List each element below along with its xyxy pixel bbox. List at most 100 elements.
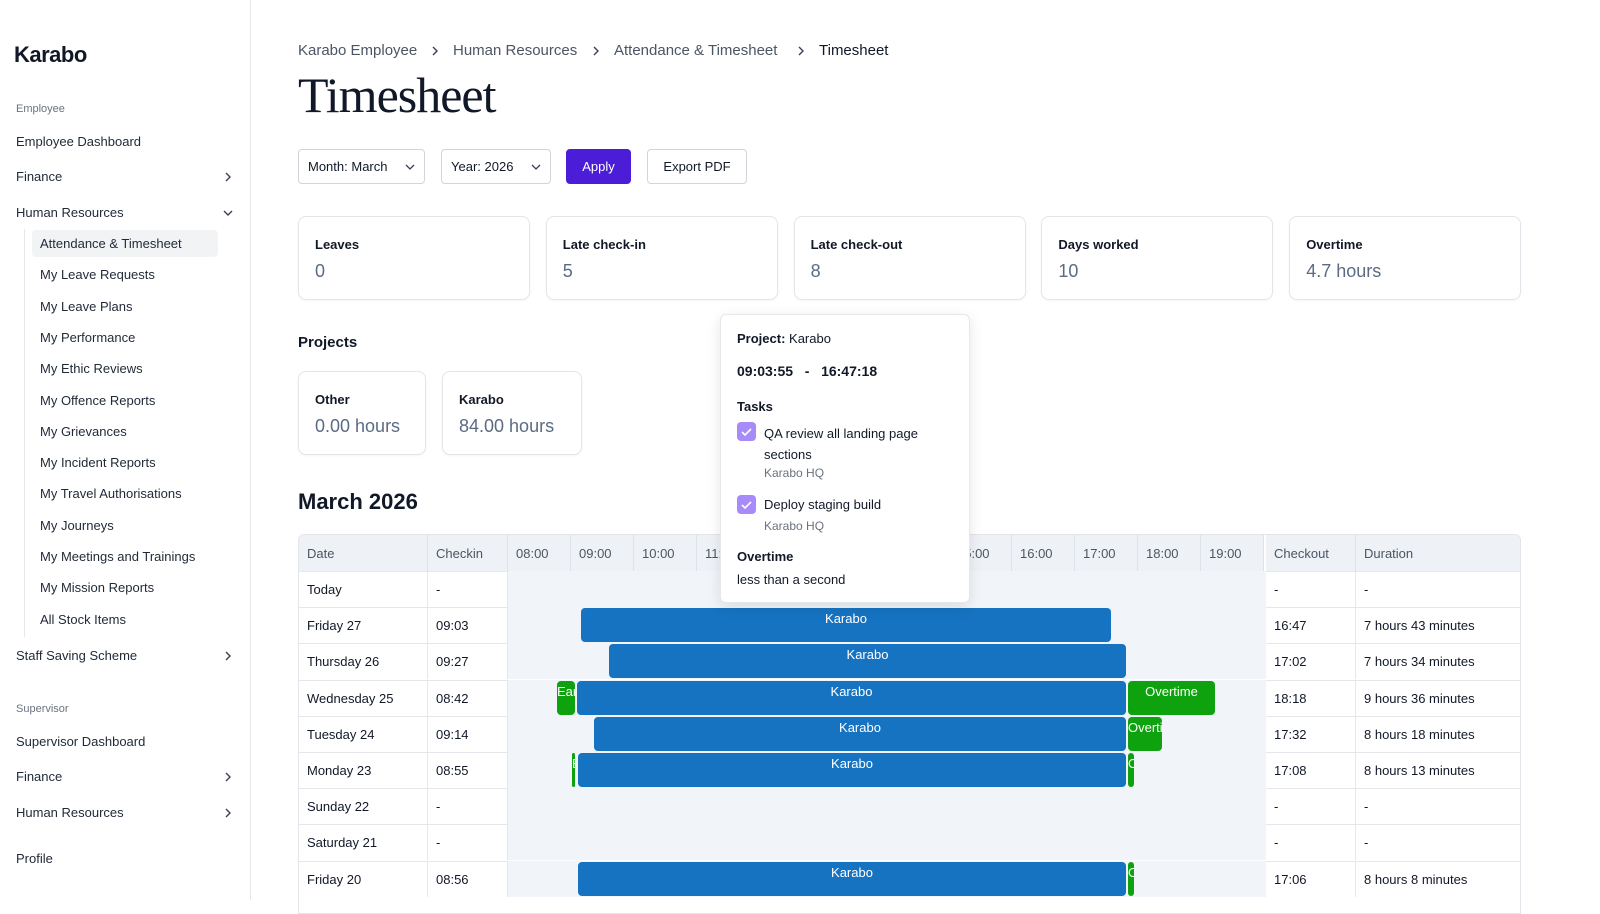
stat-card: Overtime 4.7 hours (1289, 216, 1522, 300)
chevron (405, 164, 415, 170)
nav-subitem[interactable]: My Mission Reports (40, 580, 155, 596)
hour-header: 16:00 (1012, 535, 1075, 571)
timeline-cell (508, 824, 1266, 861)
nav-item[interactable]: Human Resources (16, 205, 124, 220)
timeline-bar[interactable]: Karabo (609, 644, 1126, 679)
stat-label: Leaves (315, 237, 360, 252)
project-card: Karabo 84.00 hours (442, 371, 582, 455)
nav-subitem[interactable]: My Offence Reports (40, 392, 156, 408)
nav-item[interactable]: Supervisor Dashboard (16, 734, 146, 749)
nav-subitem[interactable]: My Leave Plans (40, 298, 133, 314)
projects-heading: Projects (298, 334, 358, 351)
duration-cell: 9 hours 36 minutes (1364, 690, 1475, 706)
checkout-cell: 17:32 (1266, 715, 1356, 752)
nav-subitem[interactable]: All Stock Items (40, 611, 126, 627)
timeline-bar[interactable]: Karabo (594, 716, 1126, 751)
task-name: Deploy staging build (764, 497, 882, 512)
stat-label: Overtime (1306, 237, 1363, 252)
chevron (432, 46, 438, 56)
timeline-bar[interactable]: Karabo (578, 753, 1126, 787)
hour-header: 09:00 (571, 535, 634, 571)
hour-header: 18:00 (1138, 535, 1201, 571)
tooltip: Project: Karabo 09:03:55 - 16:47:18 Task… (720, 314, 970, 603)
duration-cell: 7 hours 34 minutes (1364, 654, 1475, 670)
timeline-bar[interactable]: Overtime (1128, 861, 1134, 896)
nav-subitem[interactable]: My Incident Reports (40, 455, 156, 471)
nav-item[interactable]: Finance (16, 769, 63, 784)
date-cell: Thursday 26 (299, 643, 428, 680)
breadcrumb-item[interactable]: Karabo Employee (298, 42, 418, 59)
checkin-cell: 08:55 (428, 752, 508, 788)
nav-item[interactable]: Staff Saving Scheme (16, 648, 138, 663)
duration-cell: 8 hours 8 minutes (1364, 871, 1468, 887)
chevron (225, 172, 231, 182)
stat-label: Days worked (1058, 237, 1139, 252)
brand[interactable]: Karabo (14, 42, 87, 67)
timeline-bar[interactable]: Overtime (1128, 716, 1162, 751)
checkbox[interactable] (737, 422, 756, 441)
timeline-bar[interactable]: Karabo (581, 608, 1111, 643)
timeline-bar[interactable]: Overtime (1128, 680, 1215, 715)
column-header: Duration (1356, 535, 1520, 571)
project-name: Karabo (459, 392, 504, 407)
nav-subitem[interactable]: Attendance & Timesheet (32, 230, 218, 257)
year-label: Year: (451, 159, 481, 174)
year-value: 2026 (484, 159, 514, 174)
stat-card: Late check-in 5 (545, 216, 778, 300)
nav-item[interactable]: Human Resources (16, 805, 124, 820)
duration-cell: - (1364, 582, 1369, 597)
checkin-cell: 08:56 (428, 860, 508, 897)
month-select[interactable]: Month: March (298, 149, 425, 184)
checkin-cell: - (428, 788, 508, 825)
timeline-bar[interactable]: Overtime (1128, 753, 1134, 787)
export-button[interactable]: Export PDF (647, 149, 747, 184)
project-label: Project: (737, 331, 786, 346)
breadcrumb-item[interactable]: Attendance & Timesheet (614, 42, 778, 59)
chevron (225, 651, 231, 661)
project-hours: 0.00 hours (315, 416, 401, 436)
nav-subitem[interactable]: My Grievances (40, 423, 127, 439)
nav-item[interactable]: Employee Dashboard (16, 134, 142, 149)
date-cell: Sunday 22 (299, 788, 428, 825)
nav-subitem[interactable]: My Meetings and Trainings (40, 549, 196, 564)
nav-subitem[interactable]: My Travel Authorisations (40, 486, 182, 502)
stat-value: 5 (562, 261, 573, 281)
end-time: 16:47:18 (821, 363, 878, 379)
nav-item[interactable]: Profile (16, 851, 53, 866)
checkin-cell: - (428, 571, 508, 607)
nav-subitem[interactable]: My Leave Requests (40, 267, 155, 283)
overtime-value: less than a second (737, 572, 846, 587)
nav-subitem[interactable]: My Performance (40, 329, 136, 345)
project-name: Other (315, 392, 350, 407)
timeline-bar[interactable]: Early (572, 753, 575, 787)
overtime-heading: Overtime (737, 549, 794, 564)
chevron (225, 808, 231, 818)
checkout-cell: 16:47 (1266, 607, 1356, 644)
timesheet-table: DateCheckin08:0009:0010:0011:0012:0013:0… (298, 534, 1521, 914)
nav-subitem[interactable]: My Ethic Reviews (40, 361, 143, 377)
breadcrumb-item[interactable]: Human Resources (453, 42, 578, 59)
year-select[interactable]: Year: 2026 (441, 149, 551, 184)
column-header: Date (299, 535, 428, 571)
start-time: 09:03:55 (737, 363, 794, 379)
nav-item[interactable]: Finance (16, 169, 63, 184)
tasks-heading: Tasks (737, 399, 773, 414)
timeline-bar[interactable]: Karabo (577, 680, 1126, 715)
checkout-cell: 17:02 (1266, 643, 1356, 680)
chevron (798, 46, 804, 56)
checkout-cell: 17:08 (1266, 752, 1356, 788)
timeline-bar[interactable]: Karabo (578, 861, 1126, 896)
task-location: Karabo HQ (764, 519, 825, 533)
timeline-bar[interactable]: Early (557, 680, 575, 715)
date-cell: Today (299, 571, 428, 607)
checkout-cell: - (1266, 571, 1356, 607)
date-cell: Friday 20 (299, 860, 428, 897)
nav-divider (24, 229, 25, 637)
chevron (223, 210, 233, 216)
column-header: Checkout (1266, 535, 1356, 571)
checkbox[interactable] (737, 495, 756, 514)
project-card: Other 0.00 hours (298, 371, 426, 455)
apply-button[interactable]: Apply (566, 149, 631, 184)
nav-subitem[interactable]: My Journeys (40, 517, 114, 533)
